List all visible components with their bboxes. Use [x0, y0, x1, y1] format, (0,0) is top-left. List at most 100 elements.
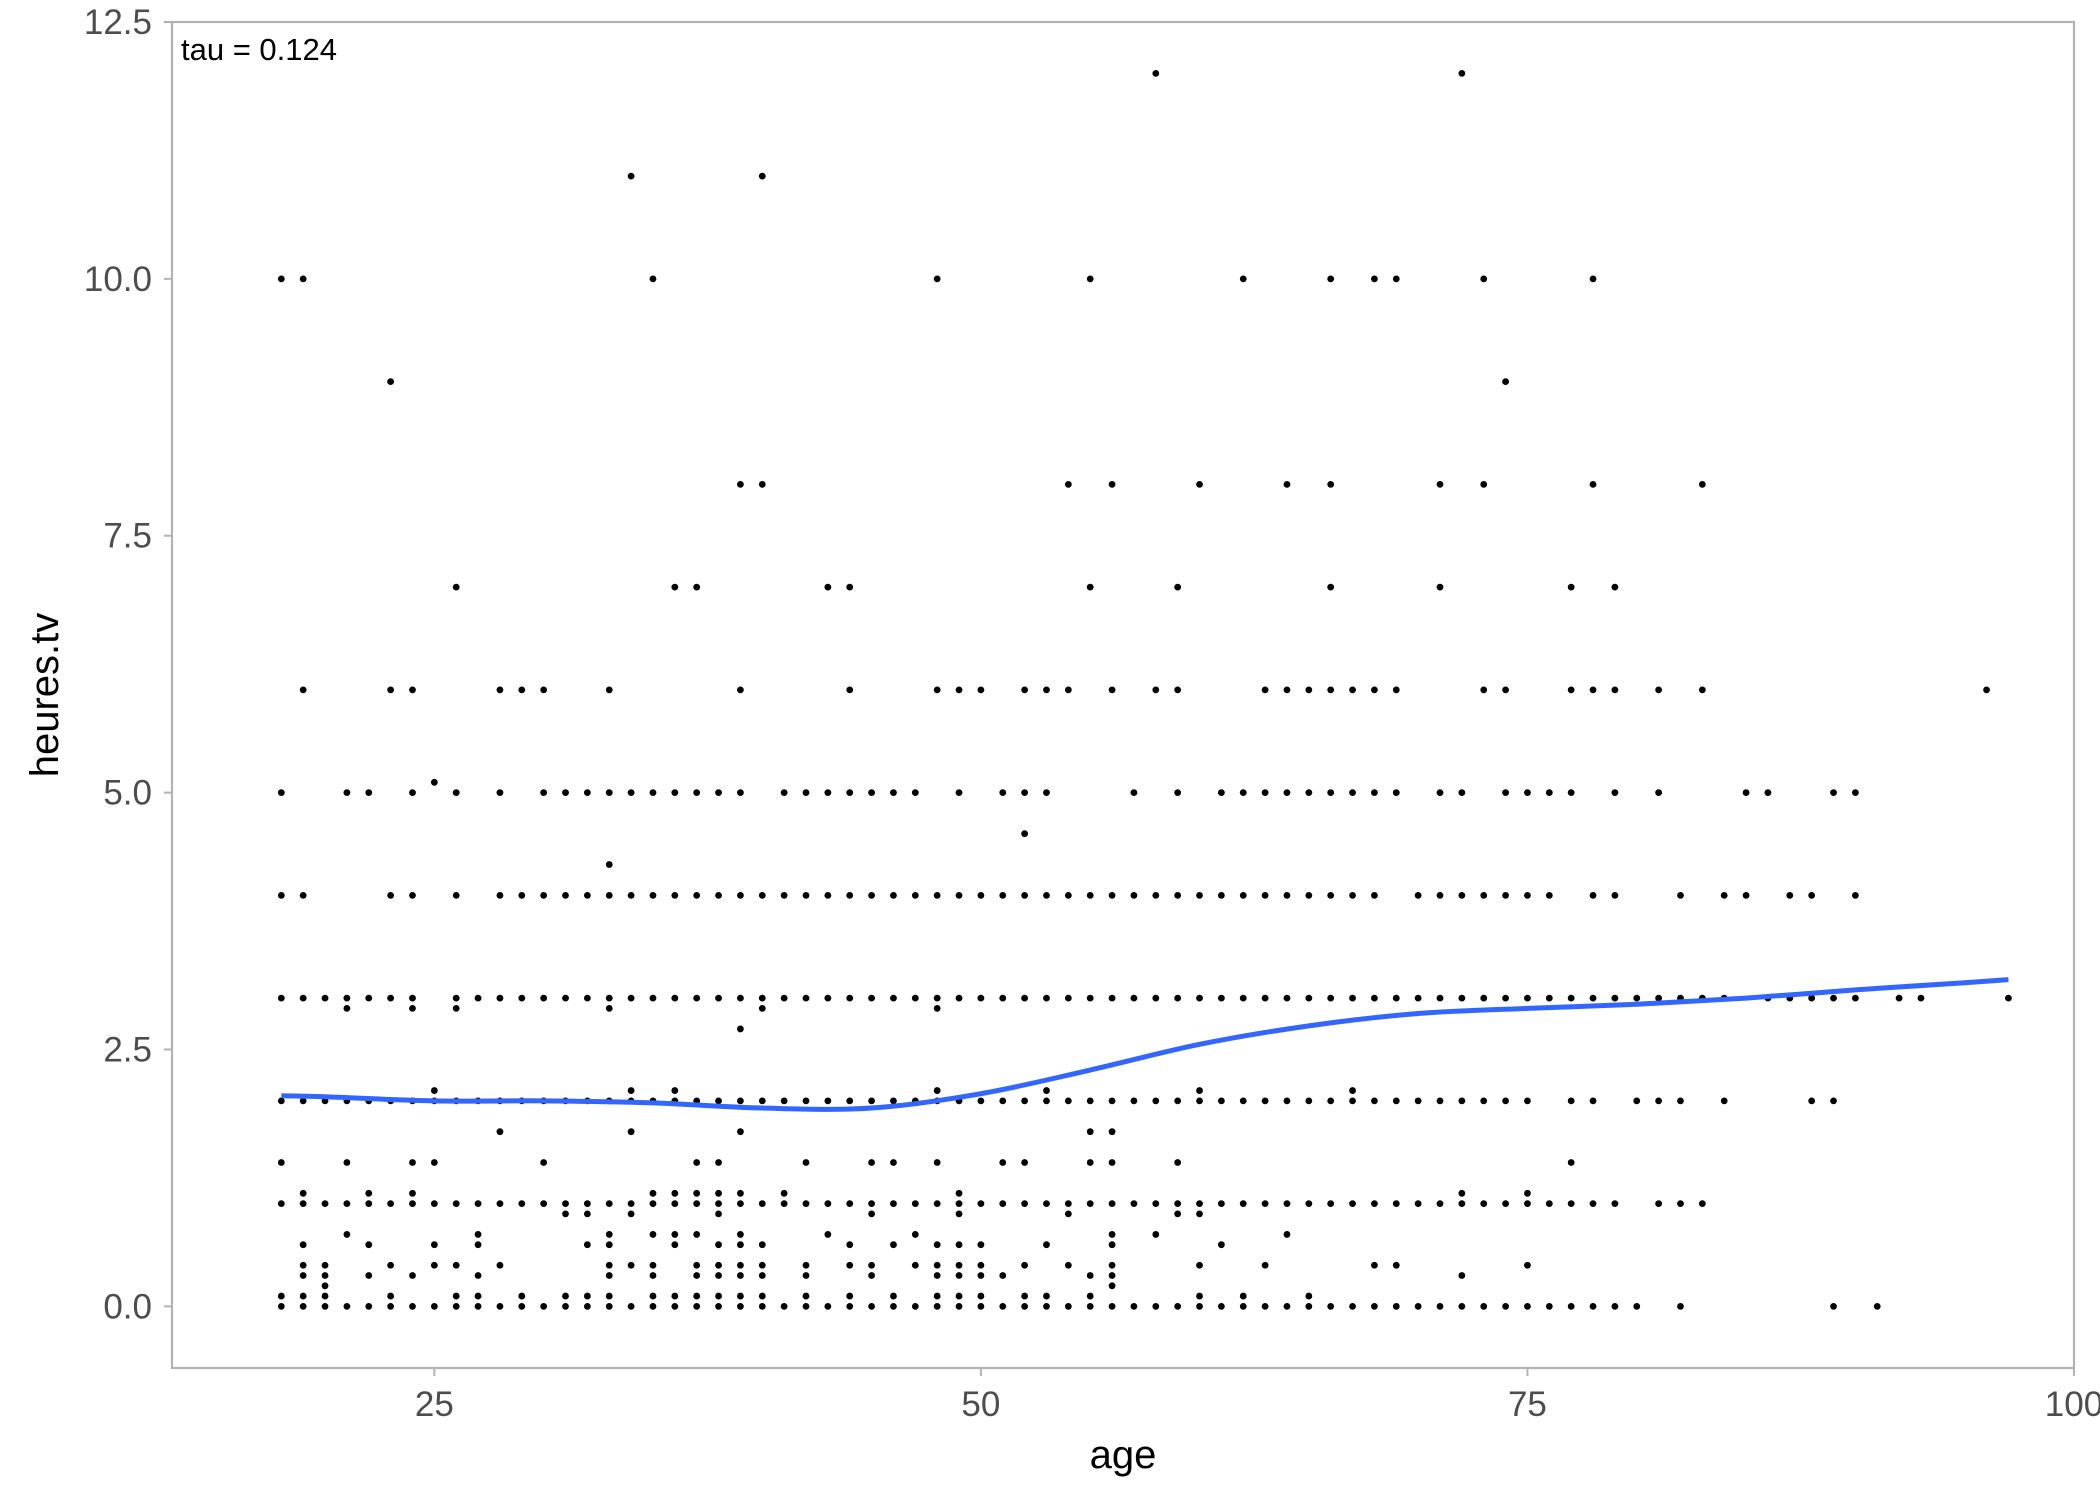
data-point: [277, 1200, 285, 1208]
data-point: [1458, 1200, 1466, 1208]
data-point: [627, 1302, 635, 1310]
data-point: [911, 891, 919, 899]
data-point: [1174, 1210, 1182, 1218]
data-point: [1064, 480, 1072, 488]
data-point: [1021, 1159, 1029, 1166]
data-point: [409, 1200, 416, 1208]
data-point: [1064, 686, 1072, 694]
data-point: [802, 1200, 810, 1208]
data-point: [955, 1200, 963, 1208]
data-point: [1502, 994, 1509, 1002]
data-point: [1064, 1261, 1072, 1269]
data-point: [496, 1128, 504, 1136]
data-point: [1108, 1200, 1116, 1208]
data-point: [343, 1159, 351, 1166]
data-point: [387, 891, 395, 899]
data-point: [911, 789, 919, 797]
data-point: [452, 789, 460, 797]
y-tick-label: 10.0: [84, 260, 152, 299]
data-point: [583, 789, 591, 797]
data-point: [933, 994, 941, 1002]
data-point: [1283, 1200, 1291, 1208]
data-point: [758, 1097, 766, 1105]
data-point: [562, 1210, 569, 1218]
data-point: [1108, 994, 1116, 1002]
data-point: [1043, 1087, 1050, 1094]
data-point: [977, 1097, 985, 1105]
data-point: [1196, 1097, 1203, 1105]
data-point: [1371, 1302, 1378, 1310]
data-point: [868, 994, 875, 1002]
data-point: [1458, 994, 1466, 1002]
data-point: [1589, 891, 1597, 899]
data-point: [1021, 1292, 1029, 1300]
data-point: [627, 1200, 635, 1208]
data-point: [409, 1272, 416, 1279]
data-point: [409, 789, 416, 797]
data-point: [583, 1292, 591, 1300]
data-point: [802, 1292, 810, 1300]
data-point: [540, 1302, 548, 1310]
data-point: [1108, 1261, 1116, 1269]
data-point: [802, 1302, 810, 1310]
x-tick-label: 75: [1508, 1385, 1547, 1424]
data-point: [758, 172, 766, 180]
data-point: [1196, 891, 1203, 899]
data-point: [737, 1231, 744, 1238]
data-point: [649, 1272, 657, 1279]
data-point: [1895, 994, 1903, 1002]
data-point: [1283, 1097, 1291, 1105]
data-point: [430, 1241, 438, 1249]
data-point: [605, 1241, 613, 1249]
x-axis: 25 50 75 100: [415, 1368, 2100, 1424]
data-point: [1152, 994, 1160, 1002]
data-point: [321, 1200, 329, 1208]
data-point: [977, 1241, 985, 1249]
data-point: [1064, 1097, 1072, 1105]
data-point: [1196, 1200, 1203, 1208]
data-point: [824, 789, 832, 797]
data-point: [627, 172, 635, 180]
data-point: [1108, 1272, 1116, 1279]
data-point: [1108, 1128, 1116, 1136]
data-point: [1480, 686, 1488, 694]
data-point: [1261, 1200, 1269, 1208]
data-point: [1043, 1200, 1050, 1208]
data-point: [1261, 1302, 1269, 1310]
data-point: [1261, 994, 1269, 1002]
data-point: [1567, 994, 1575, 1002]
data-point: [1086, 1200, 1094, 1208]
data-point: [1021, 1200, 1029, 1208]
data-point: [1392, 275, 1400, 283]
data-point: [1174, 891, 1182, 899]
data-point: [780, 1097, 788, 1105]
data-point: [671, 1231, 679, 1238]
data-point: [955, 1302, 963, 1310]
data-point: [1130, 1302, 1138, 1310]
data-point: [1043, 994, 1050, 1002]
data-point: [671, 583, 679, 591]
data-point: [737, 994, 744, 1002]
data-point: [1217, 1302, 1225, 1310]
data-point: [496, 994, 504, 1002]
data-point: [1043, 686, 1050, 694]
data-point: [1524, 1261, 1531, 1269]
data-point: [1327, 789, 1335, 797]
data-point: [933, 275, 941, 283]
data-point: [1043, 891, 1050, 899]
data-point: [1392, 1302, 1400, 1310]
data-point: [1524, 1189, 1531, 1197]
data-point: [562, 891, 569, 899]
data-point: [605, 1004, 613, 1012]
data-point: [518, 1302, 526, 1310]
data-point: [1633, 1097, 1641, 1105]
x-tick-label: 25: [415, 1385, 454, 1424]
data-point: [1830, 789, 1837, 797]
data-point: [1108, 480, 1116, 488]
data-point: [933, 1261, 941, 1269]
data-point: [846, 686, 854, 694]
data-point: [977, 994, 985, 1002]
data-point: [1349, 1097, 1356, 1105]
data-point: [1458, 891, 1466, 899]
